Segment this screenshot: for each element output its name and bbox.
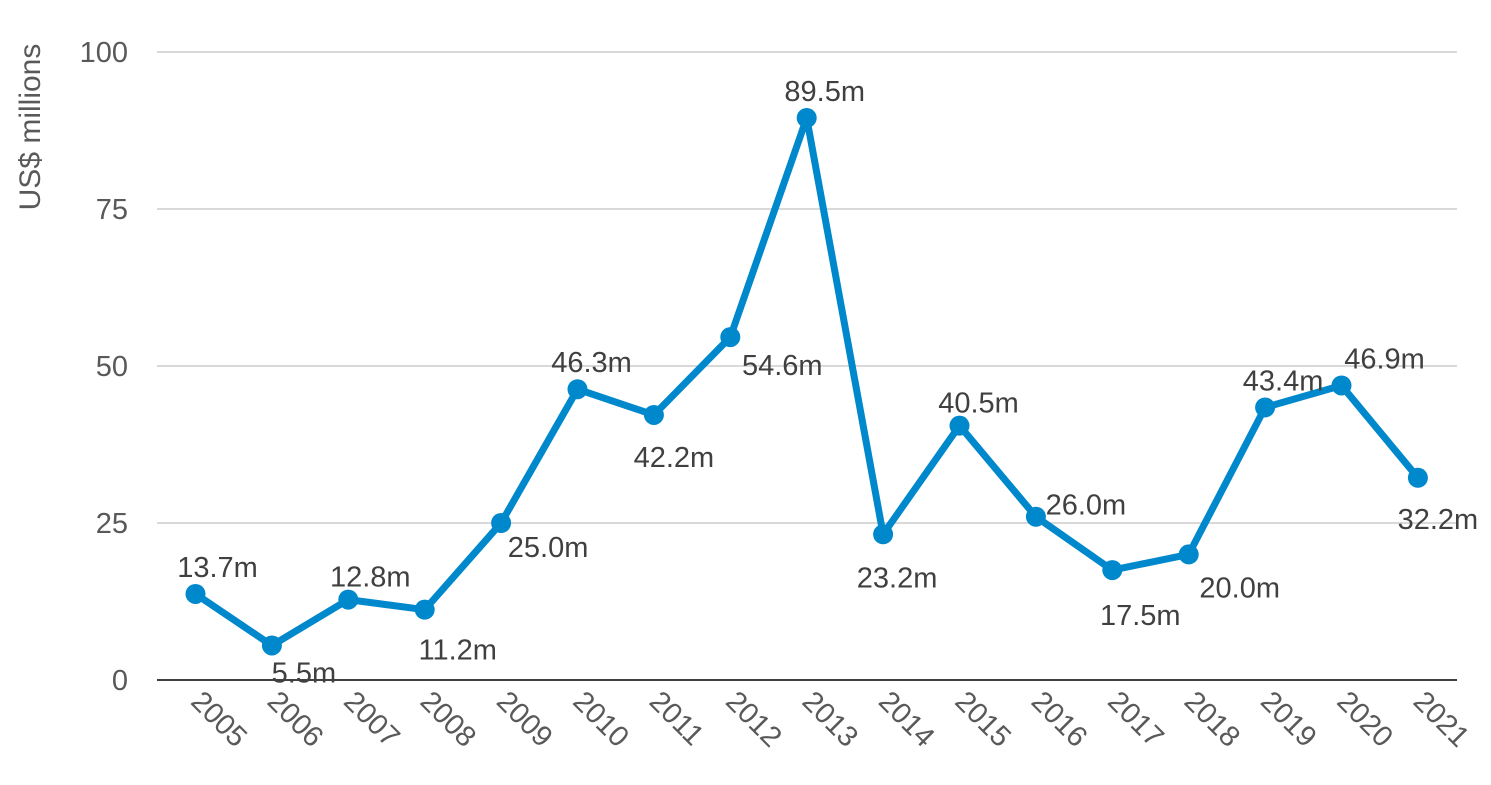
data-point xyxy=(873,524,894,545)
data-point xyxy=(1407,467,1428,488)
data-label: 46.3m xyxy=(551,347,632,379)
data-label: 13.7m xyxy=(177,552,258,584)
x-tick-label: 2010 xyxy=(567,685,635,753)
data-label: 26.0m xyxy=(1046,490,1127,522)
x-tick-label: 2019 xyxy=(1254,685,1322,753)
data-label: 17.5m xyxy=(1100,600,1181,632)
data-label: 54.6m xyxy=(742,350,823,382)
data-point xyxy=(643,404,664,425)
data-label: 40.5m xyxy=(938,388,1019,420)
y-tick-label: 75 xyxy=(96,194,128,226)
data-point xyxy=(1331,375,1352,396)
x-tick-label: 2008 xyxy=(414,685,482,753)
gridlines xyxy=(157,51,1457,681)
data-label: 11.2m xyxy=(418,635,496,667)
x-tick-label: 2020 xyxy=(1331,685,1399,753)
x-tick-label: 2007 xyxy=(337,685,405,753)
y-tick-label: 0 xyxy=(112,665,128,697)
y-tick-label: 50 xyxy=(96,351,128,383)
data-point xyxy=(567,379,588,400)
data-label: 20.0m xyxy=(1199,572,1280,604)
data-label: 43.4m xyxy=(1243,365,1324,397)
data-point xyxy=(796,107,817,128)
data-point xyxy=(338,589,359,610)
x-tick-label: 2012 xyxy=(719,685,787,753)
y-tick-label: 25 xyxy=(96,508,128,540)
data-label: 42.2m xyxy=(634,442,715,474)
data-point xyxy=(185,583,206,604)
data-point xyxy=(414,599,435,620)
data-point xyxy=(949,415,970,436)
x-tick-label: 2018 xyxy=(1178,685,1246,753)
data-point xyxy=(1102,560,1123,581)
y-axis-ticks: 0 25 50 75 100 xyxy=(80,37,128,697)
data-labels: 13.7m 5.5m 12.8m 11.2m 25.0m 46.3m 42.2m 54.6m 8… xyxy=(177,76,1478,690)
x-tick-label: 2005 xyxy=(185,685,253,753)
data-label: 5.5m xyxy=(272,657,336,689)
y-axis-title: US$ millions xyxy=(14,44,47,211)
x-tick-label: 2015 xyxy=(949,685,1017,753)
x-tick-label: 2011 xyxy=(643,685,710,752)
data-point xyxy=(491,513,512,533)
data-label: 23.2m xyxy=(857,562,938,594)
x-tick-label: 2021 xyxy=(1407,685,1475,753)
x-axis-ticks: 2005 2006 2007 2008 2009 2010 2011 2012 2013 2014… xyxy=(185,685,1476,753)
data-points xyxy=(185,107,1428,656)
data-label: 89.5m xyxy=(784,76,865,108)
x-tick-label: 2014 xyxy=(872,685,940,753)
data-label: 12.8m xyxy=(330,562,411,594)
data-point xyxy=(720,327,741,348)
data-label: 46.9m xyxy=(1344,343,1425,375)
data-point xyxy=(1025,506,1046,527)
data-point xyxy=(1178,544,1199,565)
x-tick-label: 2016 xyxy=(1025,685,1093,753)
x-tick-label: 2013 xyxy=(796,685,864,753)
data-point xyxy=(1255,397,1276,418)
x-tick-label: 2017 xyxy=(1101,685,1169,753)
data-label: 25.0m xyxy=(508,532,589,564)
data-point xyxy=(261,635,282,656)
data-label: 32.2m xyxy=(1398,504,1479,536)
x-tick-label: 2006 xyxy=(261,685,329,753)
x-tick-label: 2009 xyxy=(490,685,558,753)
y-tick-label: 100 xyxy=(80,37,128,69)
